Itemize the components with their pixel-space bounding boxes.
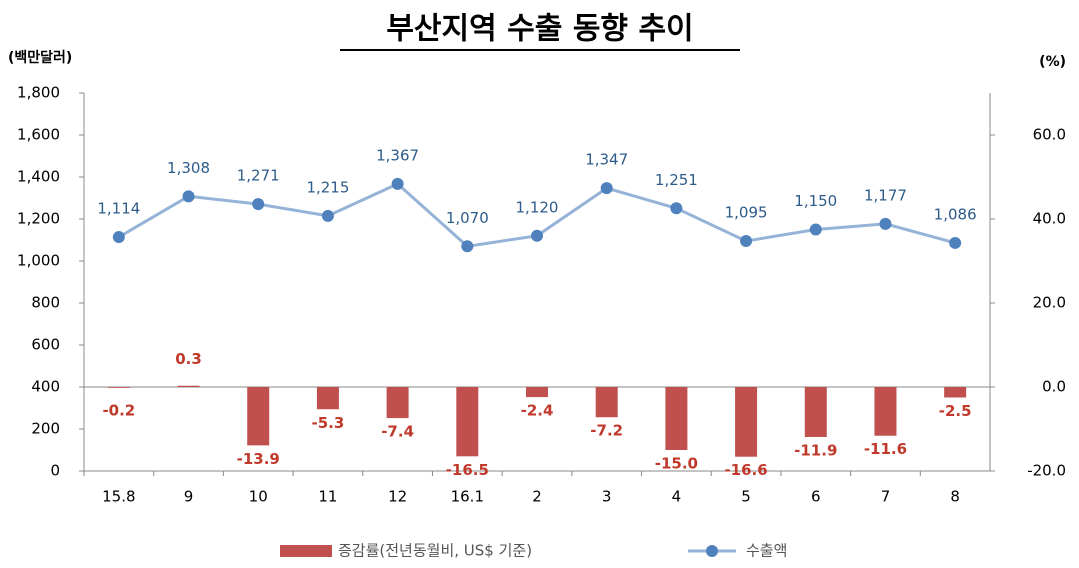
- y-tick-label: 600: [31, 336, 60, 354]
- line-value-label: 1,114: [97, 200, 140, 218]
- line-marker: [391, 177, 404, 190]
- bar: [944, 387, 967, 398]
- y2-tick-label: 20.0: [1033, 294, 1066, 312]
- x-tick-label: 3: [602, 488, 612, 506]
- bar-value-label: -11.6: [864, 440, 907, 458]
- y-tick-label: 0: [50, 462, 60, 480]
- y-tick-label: 200: [31, 420, 60, 438]
- bar-value-label: -16.6: [724, 461, 767, 479]
- line-value-label: 1,347: [585, 151, 628, 169]
- line-value-label: 1,215: [306, 178, 349, 196]
- y-tick-label: 1,000: [17, 252, 60, 270]
- line-value-label: 1,120: [516, 198, 559, 216]
- line-marker: [600, 182, 613, 195]
- bar: [386, 387, 409, 419]
- bar-value-label: -11.9: [794, 441, 837, 459]
- line-value-label: 1,177: [864, 186, 907, 204]
- bar: [735, 387, 758, 457]
- bar-value-label: -5.3: [312, 414, 345, 432]
- line-value-label: 1,086: [934, 205, 977, 223]
- legend-label: 증감률(전년동월비, US$ 기준): [338, 542, 532, 560]
- bar-value-label: -15.0: [655, 455, 698, 473]
- line-marker: [112, 231, 125, 244]
- line-value-label: 1,150: [794, 192, 837, 210]
- line-marker: [879, 217, 892, 230]
- x-tick-label: 4: [672, 488, 682, 506]
- bar: [874, 387, 897, 436]
- line-value-label: 1,095: [725, 204, 768, 222]
- line-marker: [740, 235, 753, 248]
- x-tick-label: 10: [249, 488, 268, 506]
- legend-label: 수출액: [746, 542, 787, 560]
- bar: [595, 387, 618, 418]
- line-marker: [461, 240, 474, 253]
- line-value-label: 1,308: [167, 159, 210, 177]
- bar-value-label: -7.2: [590, 422, 623, 440]
- x-tick-label: 11: [318, 488, 337, 506]
- x-tick-label: 9: [184, 488, 194, 506]
- bar: [804, 387, 827, 437]
- chart-title: 부산지역 수출 동향 추이: [386, 12, 693, 47]
- bar-value-label: -2.5: [939, 402, 972, 420]
- line-marker: [321, 209, 334, 222]
- bar: [665, 387, 688, 450]
- y-tick-label: 1,200: [17, 210, 60, 228]
- y-tick-label: 1,800: [17, 84, 60, 102]
- y2-tick-label: -20.0: [1027, 462, 1066, 480]
- line-marker: [252, 198, 265, 211]
- y2-tick-label: 0.0: [1042, 378, 1066, 396]
- x-tick-label: 2: [532, 488, 542, 506]
- line-value-label: 1,070: [446, 209, 489, 227]
- line-marker: [182, 190, 195, 203]
- bar: [316, 387, 339, 410]
- x-tick-label: 16.1: [451, 488, 484, 506]
- y2-tick-label: 40.0: [1033, 210, 1066, 228]
- line-marker: [531, 229, 543, 242]
- legend-marker: [706, 545, 718, 557]
- y-tick-label: 1,400: [17, 168, 60, 186]
- line-value-label: 1,251: [655, 171, 698, 189]
- bar: [456, 387, 479, 457]
- line-value-label: 1,367: [376, 146, 419, 164]
- x-tick-label: 7: [881, 488, 891, 506]
- x-tick-label: 12: [388, 488, 407, 506]
- line-marker: [670, 202, 683, 215]
- bar-value-label: -7.4: [381, 423, 414, 441]
- bar-value-label: -13.9: [237, 450, 280, 468]
- y-axis-label: (백만달러): [8, 50, 72, 66]
- bar: [177, 385, 200, 387]
- line-marker: [949, 236, 962, 249]
- y-tick-label: 1,600: [17, 126, 60, 144]
- y2-tick-label: 60.0: [1033, 126, 1066, 144]
- x-tick-label: 15.8: [102, 488, 135, 506]
- y-tick-label: 800: [31, 294, 60, 312]
- bar-value-label: -0.2: [102, 402, 135, 420]
- bar-value-label: 0.3: [175, 350, 202, 368]
- line-value-label: 1,271: [237, 167, 280, 185]
- y-tick-label: 400: [31, 378, 60, 396]
- bar: [526, 387, 548, 398]
- bar-value-label: -16.5: [446, 461, 489, 479]
- bar: [107, 387, 130, 388]
- x-tick-label: 8: [950, 488, 960, 506]
- y2-axis-label: (%): [1039, 54, 1066, 70]
- legend-swatch: [280, 545, 332, 557]
- line-marker: [809, 223, 822, 236]
- x-tick-label: 6: [811, 488, 821, 506]
- x-tick-label: 5: [741, 488, 751, 506]
- bar: [247, 387, 270, 446]
- bar-value-label: -2.4: [521, 402, 554, 420]
